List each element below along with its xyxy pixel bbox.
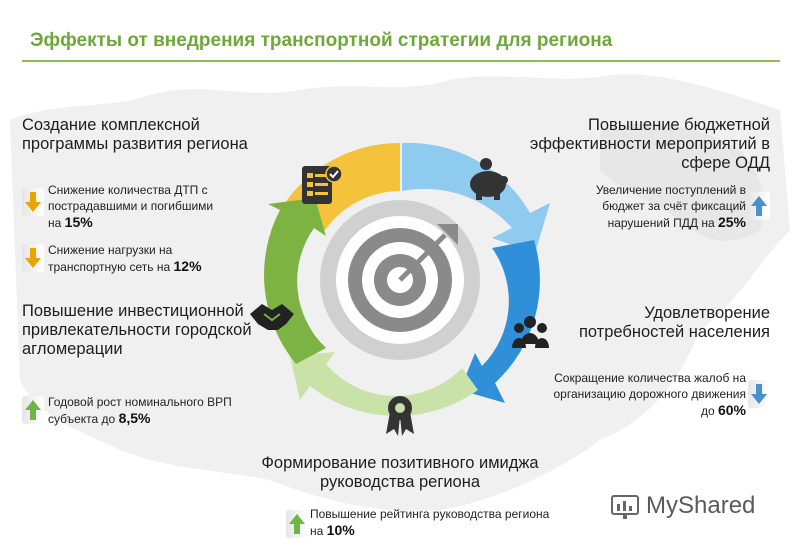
effect-image-item-1-text: Повышение рейтинга руководства региона н… <box>310 507 550 538</box>
cycle-segment-population <box>460 240 540 403</box>
handshake-icon <box>250 304 294 330</box>
increase-arrow-icon <box>22 396 44 424</box>
effect-investment-item-1-value: 8,5% <box>118 410 151 426</box>
effect-program-item-2-text: Снижение нагрузки на транспортную сеть н… <box>48 243 173 274</box>
people-group-icon <box>512 316 549 348</box>
effect-population-item-1-value: 60% <box>717 402 746 418</box>
checklist-icon <box>302 165 343 204</box>
effect-population-item-1: Сокращение количества жалоб на организац… <box>540 370 747 419</box>
myshared-watermark: MyShared <box>646 492 756 519</box>
cycle-segment-image <box>290 352 478 417</box>
effect-program-item-1-text: Снижение количества ДТП с пострадавшими … <box>48 183 214 230</box>
decrease-arrow-icon <box>22 244 44 272</box>
effect-investment-item-1-text: Годовой рост номинального ВРП субъекта д… <box>48 395 232 426</box>
cycle-segment-investment <box>264 198 326 364</box>
page-title: Эффекты от внедрения транспортной страте… <box>30 30 613 51</box>
effect-investment-heading: Повышение инвестиционной привлекательнос… <box>22 302 252 358</box>
effect-population-heading: Удовлетворение потребностей населения <box>578 304 770 341</box>
effects-cycle-diagram <box>250 142 550 436</box>
increase-arrow-icon <box>286 510 308 538</box>
effect-budget-heading: Повышение бюджетной эффективности меропр… <box>529 116 770 172</box>
effect-budget-item-1: Увеличение поступлений в бюджет за счёт … <box>560 182 746 231</box>
effect-image-item-1: Повышение рейтинга руководства региона н… <box>310 506 550 539</box>
effect-image-item-1-value: 10% <box>326 522 355 538</box>
effect-budget-item-1-text: Увеличение поступлений в бюджет за счёт … <box>595 183 746 230</box>
increase-arrow-icon <box>748 192 770 220</box>
effect-program-item-1-value: 15% <box>64 214 93 230</box>
award-ribbon-icon <box>386 396 414 436</box>
title-divider <box>22 60 780 62</box>
effect-budget-item-1-value: 25% <box>717 214 746 230</box>
effect-image-heading: Формирование позитивного имиджа руководс… <box>261 454 539 491</box>
effect-program-heading: Создание комплексной программы развития … <box>22 116 248 153</box>
target-icon <box>320 200 480 360</box>
effect-program-item-2-value: 12% <box>173 258 202 274</box>
effect-investment-item-1: Годовой рост номинального ВРП субъекта д… <box>48 394 248 427</box>
myshared-logo-icon <box>611 495 639 519</box>
piggy-bank-icon <box>470 158 508 200</box>
effect-program-item-2: Снижение нагрузки на транспортную сеть н… <box>48 242 218 275</box>
effect-population-item-1-text: Сокращение количества жалоб на организац… <box>553 371 747 418</box>
effect-program-item-1: Снижение количества ДТП с пострадавшими … <box>48 182 218 231</box>
decrease-arrow-icon <box>748 380 770 408</box>
decrease-arrow-icon <box>22 188 44 216</box>
